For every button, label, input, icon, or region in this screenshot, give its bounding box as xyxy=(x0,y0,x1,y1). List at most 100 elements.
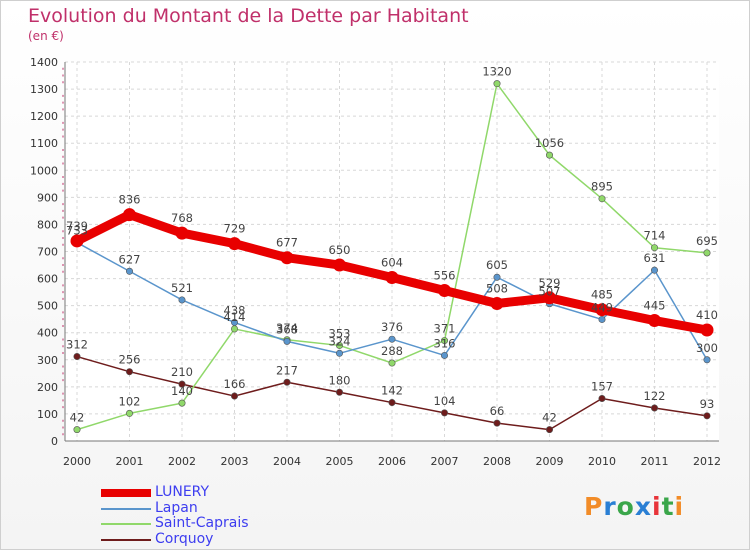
y-tick-label: 800 xyxy=(37,218,58,231)
line-chart: 0 100 200 300 400 500 600 700 800 900 1000 1100 1200… xyxy=(30,56,721,468)
data-point-saint-caprais xyxy=(335,341,343,349)
data-point-saint-caprais xyxy=(231,325,239,333)
legend-label-lapan: Lapan xyxy=(155,499,198,516)
legend-label-saint-caprais: Saint-Caprais xyxy=(155,515,249,531)
y-tick-label: 200 xyxy=(37,381,58,394)
data-point-lapan xyxy=(703,356,711,364)
data-label-lapan: 521 xyxy=(171,281,193,295)
data-label-saint-caprais: 288 xyxy=(381,344,403,358)
data-point-saint-caprais xyxy=(703,249,711,257)
y-tick-label: 700 xyxy=(37,246,58,259)
data-point-saint-caprais xyxy=(440,337,448,345)
data-point-lunery xyxy=(543,291,556,305)
legend-swatch-saint-caprais xyxy=(101,523,151,525)
y-tick-label: 500 xyxy=(37,300,58,313)
legend-label-lunery: LUNERY xyxy=(155,484,210,500)
data-label-lunery: 445 xyxy=(644,299,666,313)
data-label-saint-caprais: 895 xyxy=(591,180,613,194)
data-label-corquoy: 42 xyxy=(542,411,557,425)
y-tick-label: 1400 xyxy=(30,56,58,69)
data-label-saint-caprais: 1320 xyxy=(482,65,511,79)
y-tick-label: 300 xyxy=(37,354,58,367)
data-label-saint-caprais: 353 xyxy=(329,326,351,340)
data-point-saint-caprais xyxy=(388,359,396,367)
series-group xyxy=(70,80,714,434)
data-label-lunery: 410 xyxy=(696,308,718,322)
data-point-corquoy xyxy=(283,378,291,386)
data-label-lunery: 650 xyxy=(329,243,351,257)
data-label-saint-caprais: 102 xyxy=(119,394,141,408)
data-point-lunery xyxy=(385,270,399,284)
data-label-lunery: 677 xyxy=(276,236,298,250)
data-point-lapan xyxy=(231,318,239,326)
x-tick-label: 2007 xyxy=(431,455,459,468)
unit-label: (en €) xyxy=(28,29,64,43)
data-label-saint-caprais: 714 xyxy=(644,229,666,243)
data-point-lapan xyxy=(335,349,343,357)
x-tick-label: 2003 xyxy=(221,455,249,468)
data-label-corquoy: 66 xyxy=(490,404,505,418)
data-point-saint-caprais xyxy=(178,399,186,407)
chart-title: Evolution du Montant de la Dette par Hab… xyxy=(28,5,469,27)
data-label-corquoy: 217 xyxy=(276,363,298,377)
data-point-corquoy xyxy=(231,392,239,400)
data-label-lunery: 836 xyxy=(119,193,141,207)
data-point-lunery xyxy=(123,208,136,222)
data-label-lunery: 508 xyxy=(486,281,508,295)
legend-swatch-lapan xyxy=(101,507,151,510)
x-tick-label: 2006 xyxy=(378,455,406,468)
data-point-corquoy xyxy=(388,399,396,407)
data-point-corquoy xyxy=(335,388,343,396)
data-point-corquoy xyxy=(650,404,658,412)
data-label-lapan: 507 xyxy=(539,285,561,299)
data-point-lunery xyxy=(70,234,84,248)
y-tick-label: 600 xyxy=(37,273,58,286)
data-point-corquoy xyxy=(73,353,81,361)
data-label-lapan: 631 xyxy=(644,251,666,265)
legend-swatch-lunery xyxy=(101,489,151,497)
data-point-lunery xyxy=(333,258,346,272)
data-point-lunery xyxy=(438,283,451,297)
data-point-lapan xyxy=(598,315,606,323)
y-tick-label: 0 xyxy=(51,435,58,448)
data-label-lapan: 316 xyxy=(434,336,456,350)
data-point-lunery xyxy=(228,237,241,251)
data-label-saint-caprais: 371 xyxy=(434,322,456,336)
data-label-lapan: 300 xyxy=(696,341,718,355)
data-point-corquoy xyxy=(493,419,501,427)
logo-letter: x xyxy=(634,492,652,521)
data-label-lunery: 556 xyxy=(434,268,456,282)
x-tick-label: 2008 xyxy=(483,455,511,468)
data-label-lapan: 376 xyxy=(381,320,403,334)
x-tick-label: 2010 xyxy=(588,455,616,468)
y-axis: 0 100 200 300 400 500 600 700 800 900 1000 1100 1200… xyxy=(30,56,66,448)
data-point-lapan xyxy=(126,267,134,275)
data-point-corquoy xyxy=(440,409,448,417)
data-label-lunery: 739 xyxy=(66,219,88,233)
data-label-lapan: 438 xyxy=(224,303,246,317)
data-label-corquoy: 104 xyxy=(434,394,456,408)
logo-letter: i xyxy=(652,492,662,521)
data-point-lapan xyxy=(388,335,396,343)
data-point-lapan xyxy=(440,351,448,359)
y-tick-label: 1300 xyxy=(30,83,58,96)
x-tick-label: 2002 xyxy=(168,455,196,468)
y-tick-label: 100 xyxy=(37,408,58,421)
data-point-lunery xyxy=(648,314,661,328)
data-label-saint-caprais: 414 xyxy=(224,310,246,324)
y-tick-label: 1200 xyxy=(30,110,58,123)
data-label-lapan: 368 xyxy=(276,322,298,336)
logo-letter: t xyxy=(661,492,675,521)
grid xyxy=(65,61,719,442)
data-point-lapan xyxy=(283,337,291,345)
y-tick-label: 400 xyxy=(37,327,58,340)
x-tick-label: 2004 xyxy=(273,455,301,468)
data-label-corquoy: 166 xyxy=(224,377,246,391)
logo-letter: r xyxy=(603,492,617,521)
proxiti-logo: Proxiti xyxy=(584,492,684,521)
logo-letter: P xyxy=(584,492,604,521)
data-point-corquoy xyxy=(178,380,186,388)
x-tick-label: 2011 xyxy=(641,455,669,468)
data-label-lapan: 449 xyxy=(591,300,613,314)
